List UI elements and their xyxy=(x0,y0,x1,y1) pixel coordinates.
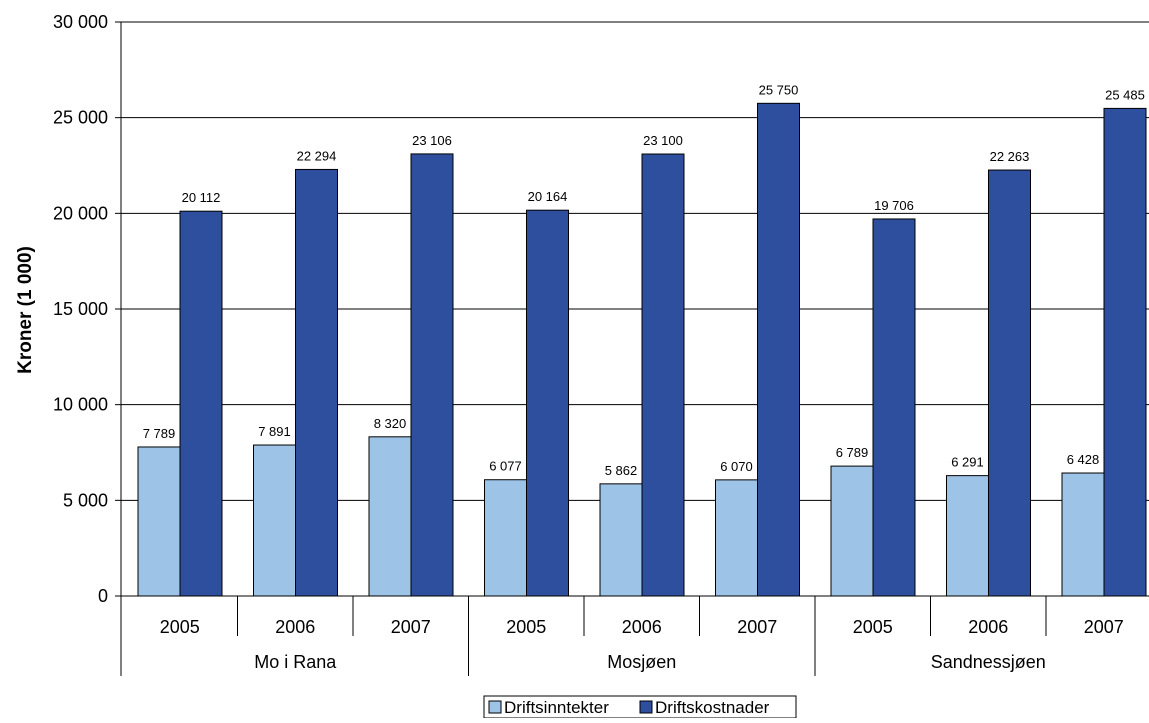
x-tick-label: 2007 xyxy=(1084,617,1124,637)
data-label: 25 750 xyxy=(759,82,799,97)
x-tick-label: 2007 xyxy=(391,617,431,637)
legend-label-driftskostnader: Driftskostnader xyxy=(655,698,770,717)
data-label: 6 070 xyxy=(720,459,753,474)
bar-driftsinntekter xyxy=(946,475,989,597)
x-tick-label: 2006 xyxy=(968,617,1008,637)
bar-driftsinntekter xyxy=(368,436,412,597)
bar-driftsinntekter xyxy=(599,483,643,597)
data-label: 5 862 xyxy=(605,463,638,478)
legend-swatch-driftskostnader xyxy=(639,700,653,714)
bar-driftsinntekter xyxy=(484,479,527,597)
bar-driftsinntekter xyxy=(830,465,874,597)
bar-driftskostnader xyxy=(641,153,685,597)
data-label: 20 112 xyxy=(182,190,221,205)
legend-swatch-driftsinntekter xyxy=(488,700,502,714)
bar-driftskostnader xyxy=(757,102,800,597)
bar-driftskostnader xyxy=(1103,107,1147,597)
x-tick-label: 2005 xyxy=(160,617,200,637)
bar-driftsinntekter xyxy=(1061,472,1105,597)
bar-driftskostnader xyxy=(410,153,454,597)
bar-driftskostnader xyxy=(988,169,1031,597)
data-label: 7 789 xyxy=(143,426,176,441)
y-tick-label: 25 000 xyxy=(53,108,108,128)
bar-driftskostnader xyxy=(872,218,916,597)
data-label: 6 077 xyxy=(489,459,522,474)
data-label: 6 428 xyxy=(1067,452,1100,467)
data-label: 6 291 xyxy=(951,455,984,470)
x-tick-label: 2007 xyxy=(737,617,777,637)
y-tick-label: 30 000 xyxy=(53,12,108,32)
bar-driftsinntekter xyxy=(253,444,296,597)
bar-driftskostnader xyxy=(526,209,569,597)
x-tick-label: 2005 xyxy=(853,617,893,637)
data-label: 23 106 xyxy=(412,133,452,148)
legend-label-driftsinntekter: Driftsinntekter xyxy=(504,698,609,717)
data-label: 8 320 xyxy=(374,416,407,431)
data-label: 19 706 xyxy=(874,198,914,213)
data-label: 6 789 xyxy=(836,445,869,460)
x-group-label: Mosjøen xyxy=(607,652,676,672)
y-tick-label: 10 000 xyxy=(53,395,108,415)
y-tick-label: 5 000 xyxy=(63,490,108,510)
x-tick-label: 2006 xyxy=(622,617,662,637)
y-tick-label: 20 000 xyxy=(53,203,108,223)
data-label: 25 485 xyxy=(1105,87,1145,102)
bar-driftskostnader xyxy=(179,210,223,597)
data-label: 22 294 xyxy=(297,148,337,163)
y-tick-label: 15 000 xyxy=(53,299,108,319)
x-tick-label: 2006 xyxy=(275,617,315,637)
y-axis-label: Kroner (1 000) xyxy=(15,246,36,374)
data-label: 20 164 xyxy=(528,189,568,204)
bar-driftsinntekter xyxy=(137,446,181,597)
data-label: 23 100 xyxy=(643,133,683,148)
data-label: 22 263 xyxy=(990,149,1030,164)
data-label: 7 891 xyxy=(258,424,291,439)
bar-driftskostnader xyxy=(295,168,338,597)
x-group-label: Sandnessjøen xyxy=(931,652,1046,672)
bar-driftsinntekter xyxy=(715,479,758,597)
y-tick-label: 0 xyxy=(98,586,108,606)
x-group-label: Mo i Rana xyxy=(254,652,337,672)
x-tick-label: 2005 xyxy=(506,617,546,637)
